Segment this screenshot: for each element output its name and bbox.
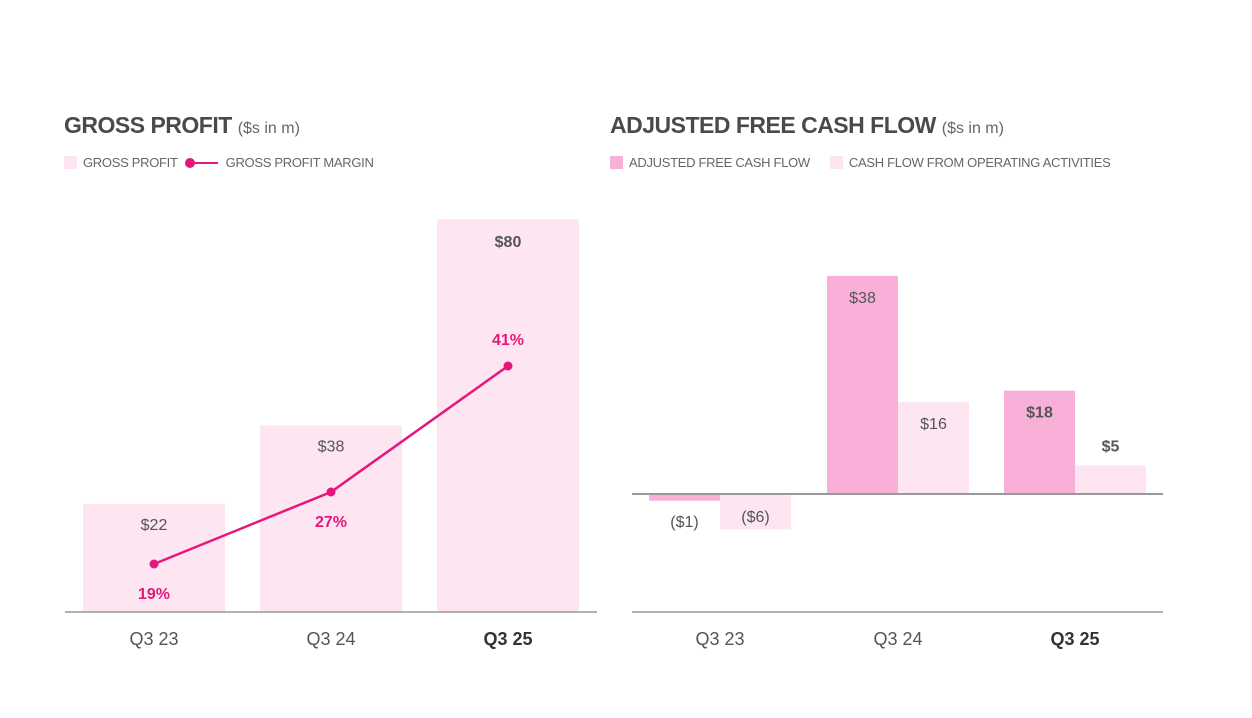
gross-profit-bar [260,425,402,612]
x-tick-label: Q3 25 [483,629,532,649]
legend-label: ADJUSTED FREE CASH FLOW [629,155,810,170]
margin-label: 41% [492,332,524,349]
gross-profit-title: GROSS PROFIT ($s in m) [64,112,300,138]
margin-point [503,361,513,371]
legend-swatch-cfo [829,156,843,169]
cfo-bar [1075,465,1146,494]
legend-swatch-gross-profit [64,156,77,169]
bar-value-label: ($1) [670,514,698,531]
x-tick-label: Q3 23 [129,629,178,649]
bar-value-label: $22 [141,517,168,534]
legend-label: CASH FLOW FROM OPERATING ACTIVITIES [848,155,1111,170]
x-tick-label: Q3 23 [695,629,744,649]
margin-label: 19% [138,586,170,603]
gross-profit-bar [437,219,579,612]
bar-value-label: $16 [920,416,947,433]
legend-swatch-afcf [610,156,623,169]
gross-profit-legend: GROSS PROFIT GROSS PROFIT MARGIN [64,155,374,170]
x-tick-label: Q3 25 [1050,629,1099,649]
margin-point [149,559,159,569]
afcf-bar [827,275,898,494]
cfo-bar [898,402,969,494]
margin-point [326,487,336,497]
margin-label: 27% [315,514,347,531]
bar-value-label: ($6) [741,509,769,526]
bar-value-label: $5 [1102,438,1120,455]
legend-label: GROSS PROFIT [83,155,178,170]
x-tick-label: Q3 24 [306,629,355,649]
afcf-bar [1004,390,1075,494]
bar-value-label: $18 [1026,405,1053,422]
bar-value-label: $80 [495,234,522,251]
afcf-title: ADJUSTED FREE CASH FLOW ($s in m) [610,112,1004,138]
bar-value-label: $38 [849,290,876,307]
legend-line-marker-icon [184,157,218,168]
legend-label: GROSS PROFIT MARGIN [225,155,374,170]
x-tick-label: Q3 24 [873,629,922,649]
gross-profit-bar [83,503,225,612]
afcf-bar [649,495,720,501]
bar-value-label: $38 [318,438,345,455]
cfo-bar [720,495,791,530]
afcf-legend: ADJUSTED FREE CASH FLOW CASH FLOW FROM O… [610,155,1111,170]
